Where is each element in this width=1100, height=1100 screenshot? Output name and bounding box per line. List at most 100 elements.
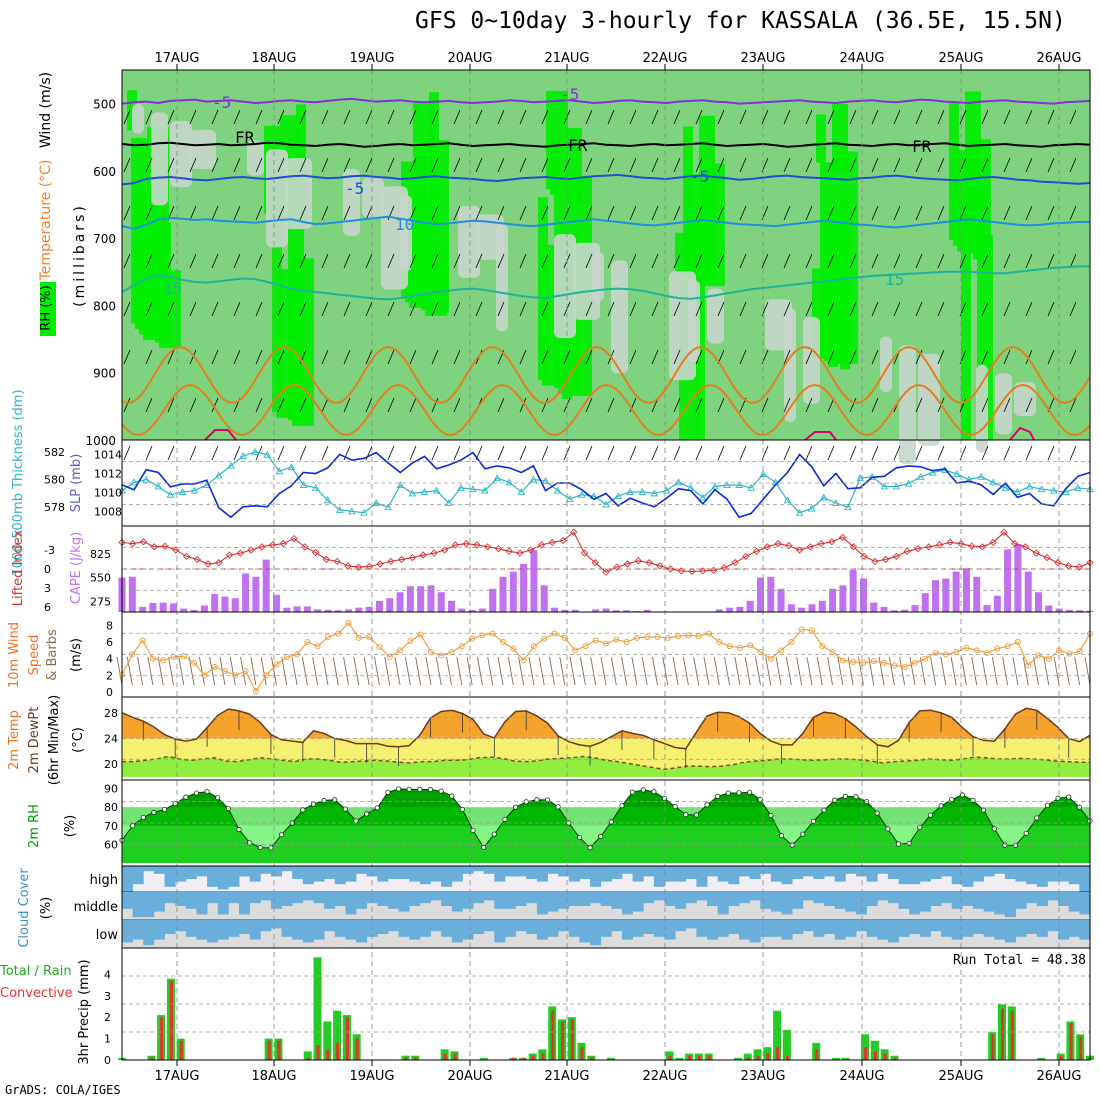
precip-y-tick: 3 — [104, 990, 111, 1003]
cloud-bar — [270, 920, 282, 929]
wind-barb — [145, 157, 153, 173]
cloud-bar — [930, 892, 942, 906]
li-point — [623, 560, 632, 568]
slp-y-tick: 1014 — [94, 449, 122, 462]
wind-barb — [937, 301, 945, 317]
wind10-point — [644, 634, 651, 640]
precip-conv-bar — [267, 1040, 271, 1060]
rh2m-point — [832, 797, 838, 803]
cloud-bar — [207, 866, 219, 887]
thickness-point — [227, 461, 235, 469]
li-point — [1075, 563, 1083, 571]
rh-shading-dry — [1014, 382, 1036, 417]
rh2m-point — [427, 786, 434, 793]
li-point — [548, 538, 556, 547]
thickness-point — [493, 474, 501, 482]
cloud-bar — [1047, 892, 1059, 901]
wind-barb — [739, 205, 747, 221]
wind-barb — [277, 397, 285, 413]
date-label-bottom: 20AUG — [447, 1069, 492, 1084]
wind10-barb — [693, 656, 700, 686]
cloud-bar — [728, 892, 740, 906]
wind-barb — [365, 109, 373, 125]
wind-barb — [673, 397, 681, 413]
wind10-barb — [631, 656, 638, 686]
wind-barb — [981, 301, 989, 317]
cape-bar — [128, 576, 136, 612]
wind-barb — [167, 397, 175, 413]
wind-barb — [783, 349, 791, 365]
wind10-point — [458, 643, 465, 650]
cloud-bar — [717, 920, 729, 937]
wind-barb — [959, 253, 967, 269]
cloud-bar — [813, 892, 825, 904]
wind-barb — [453, 349, 461, 365]
cloud-bar — [377, 892, 389, 906]
wind-barb — [607, 157, 615, 173]
cloud-bar — [632, 866, 644, 882]
wind10-point — [489, 630, 496, 637]
wind-barb — [277, 253, 285, 269]
cloud-bar — [707, 892, 719, 906]
cloud-bar — [728, 866, 740, 885]
cloud-bar — [462, 920, 474, 940]
wind-barb — [805, 397, 813, 413]
wind10-barb — [1063, 656, 1070, 686]
wind-barb — [1047, 157, 1055, 173]
wind-barb — [497, 109, 505, 125]
wind-barb — [695, 109, 703, 125]
precip-conv-bar — [150, 1057, 154, 1060]
cape-bar — [314, 609, 322, 612]
wind-barb — [431, 253, 439, 269]
wind-barb — [497, 253, 505, 269]
cloud-bar — [164, 920, 176, 934]
li-point — [914, 545, 922, 553]
rh2m-point — [587, 845, 593, 851]
wind-barb — [233, 445, 241, 461]
cloud-bar — [1015, 866, 1027, 882]
rh2m-point — [789, 842, 795, 848]
precip-conv-bar — [756, 1055, 760, 1060]
date-label-bottom: 26AUG — [1036, 1069, 1081, 1084]
wind10-barb — [487, 656, 494, 686]
cloud-bar — [324, 866, 336, 879]
rh2m-point — [768, 812, 774, 819]
rh2m-point — [183, 794, 189, 800]
wind10-barb — [126, 656, 133, 686]
cloud-bar — [653, 920, 665, 937]
cape-bar — [468, 609, 476, 612]
wind-barb — [431, 205, 439, 221]
wind10-barb — [435, 656, 442, 686]
wind-barb — [189, 397, 197, 413]
cloud-bar — [781, 892, 793, 915]
cape-y-tick: 275 — [90, 595, 111, 608]
rh2m-y-tick: 80 — [104, 801, 118, 814]
wind10-y-tick: 2 — [106, 669, 113, 682]
upper-air-y-tick: 700 — [93, 232, 116, 246]
wind-barb — [189, 109, 197, 125]
cloud-bar — [1004, 866, 1016, 879]
rh2m-point — [672, 804, 678, 810]
wind-barb — [871, 157, 879, 173]
cloud-bar — [398, 866, 410, 879]
rh-shading-dry — [266, 149, 288, 248]
wind-barb — [827, 109, 835, 125]
cloud-bar — [1068, 866, 1080, 885]
cloud-bar — [547, 892, 559, 912]
wind-barb — [871, 301, 879, 317]
wind10-barb — [899, 656, 906, 686]
wind-barb — [211, 205, 219, 221]
li-point — [1000, 528, 1008, 536]
cloud-bar — [356, 892, 368, 909]
wind-barb — [211, 253, 219, 269]
rh2m-point — [491, 831, 497, 837]
wind10-point — [778, 647, 785, 654]
cloud-bar — [356, 920, 368, 943]
wind-barb — [321, 301, 329, 317]
cloud-bar — [621, 892, 633, 915]
wind-barb — [805, 301, 813, 317]
wind-barb — [409, 253, 417, 269]
wind-barb — [585, 157, 593, 173]
cloud-bar — [153, 920, 165, 940]
cloud-bar — [345, 892, 357, 915]
